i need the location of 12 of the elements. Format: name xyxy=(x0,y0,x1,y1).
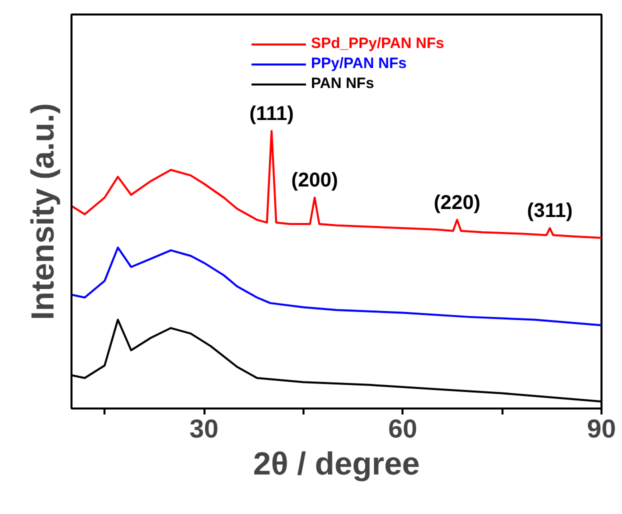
annotation: (220) xyxy=(434,192,480,214)
legend-label: PPy/PAN NFs xyxy=(311,55,407,72)
x-tick-label: 60 xyxy=(388,414,418,444)
legend-label: SPd_PPy/PAN NFs xyxy=(311,35,444,52)
x-tick-label: 30 xyxy=(190,414,218,444)
x-tick-label: 90 xyxy=(587,414,616,444)
annotation: (311) xyxy=(527,200,573,222)
annotation: (111) xyxy=(249,103,294,126)
y-axis-title: Intensity (a.u.) xyxy=(24,103,60,320)
legend-label: PAN NFs xyxy=(311,75,374,92)
annotation: (200) xyxy=(291,170,338,192)
x-axis-title: 2θ / degree xyxy=(253,446,420,482)
